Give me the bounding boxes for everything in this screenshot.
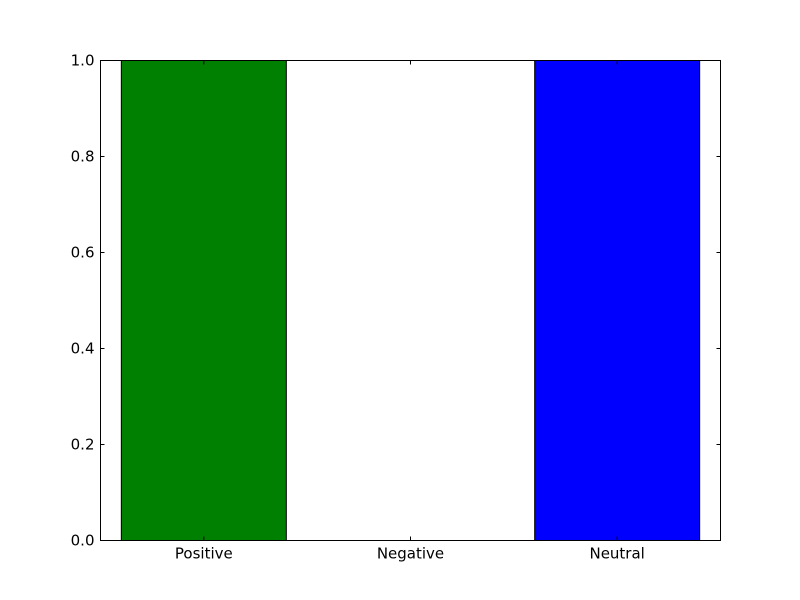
- x-tick-label: Positive: [175, 545, 233, 563]
- y-tick-label: 0.4: [71, 340, 95, 358]
- y-tick-label: 0.2: [71, 436, 95, 454]
- y-tick-label: 1.0: [71, 52, 95, 70]
- x-tick-label: Negative: [377, 545, 444, 563]
- labels-layer: Positive Negative Neutral 0.0 0.2 0.4 0.6 0.8 1.…: [71, 52, 645, 563]
- y-tick-label: 0.6: [71, 244, 95, 262]
- bar-positive: [120, 60, 287, 541]
- y-tick-label: 0.8: [71, 148, 95, 166]
- x-tick-label: Neutral: [589, 545, 644, 563]
- bars-layer: [120, 60, 701, 541]
- bar-neutral: [534, 60, 701, 541]
- axes-frame: [100, 60, 721, 541]
- y-tick-label: 0.0: [71, 532, 95, 550]
